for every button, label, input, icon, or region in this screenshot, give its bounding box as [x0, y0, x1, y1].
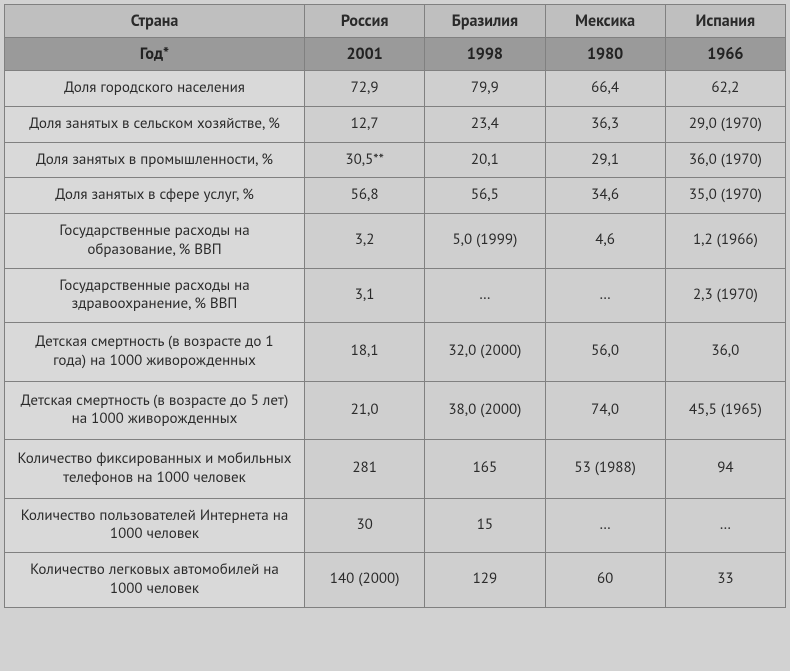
row-label: Детская смертность (в возрасте до 1 года… [5, 323, 305, 382]
row-value: 62,2 [665, 71, 785, 107]
row-label: Количество пользователей Интернета на 10… [5, 498, 305, 553]
row-value: 15 [425, 498, 545, 553]
table-container: Страна Россия Бразилия Мексика Испания Г… [0, 0, 790, 614]
row-value: 72,9 [305, 71, 425, 107]
row-value: 56,0 [545, 323, 665, 382]
row-value: 20,1 [425, 142, 545, 178]
row-value: 66,4 [545, 71, 665, 107]
row-value: … [545, 498, 665, 553]
row-value: 140 (2000) [305, 553, 425, 608]
row-value: 30 [305, 498, 425, 553]
row-value: 165 [425, 440, 545, 499]
year-brazil: 1998 [425, 38, 545, 71]
row-value: 36,0 [665, 323, 785, 382]
col-header-spain: Испания [665, 5, 785, 38]
row-value: 36,3 [545, 106, 665, 142]
row-value: 74,0 [545, 381, 665, 440]
table-row: Доля городского населения72,979,966,462,… [5, 71, 786, 107]
col-header-russia: Россия [305, 5, 425, 38]
row-value: … [425, 268, 545, 323]
row-value: … [545, 268, 665, 323]
col-header-country: Страна [5, 5, 305, 38]
row-value: 33 [665, 553, 785, 608]
row-value: 79,9 [425, 71, 545, 107]
row-value: 36,0 (1970) [665, 142, 785, 178]
table-row: Детская смертность (в возрасте до 5 лет)… [5, 381, 786, 440]
col-header-brazil: Бразилия [425, 5, 545, 38]
row-value: 94 [665, 440, 785, 499]
table-row: Количество легковых автомобилей на 1000 … [5, 553, 786, 608]
table-row: Доля занятых в промышленности, %30,5**20… [5, 142, 786, 178]
table-row: Количество фиксированных и мобильных тел… [5, 440, 786, 499]
row-value: 53 (1988) [545, 440, 665, 499]
row-value: 2,3 (1970) [665, 268, 785, 323]
row-label: Доля занятых в промышленности, % [5, 142, 305, 178]
row-label: Детская смертность (в возрасте до 5 лет)… [5, 381, 305, 440]
col-header-mexico: Мексика [545, 5, 665, 38]
row-value: 1,2 (1966) [665, 214, 785, 269]
row-label: Доля занятых в сфере услуг, % [5, 178, 305, 214]
header-row: Страна Россия Бразилия Мексика Испания [5, 5, 786, 38]
row-label: Количество легковых автомобилей на 1000 … [5, 553, 305, 608]
year-label: Год* [5, 38, 305, 71]
row-value: 21,0 [305, 381, 425, 440]
row-label: Государственные расходы на здравоохранен… [5, 268, 305, 323]
row-value: 4,6 [545, 214, 665, 269]
table-row: Количество пользователей Интернета на 10… [5, 498, 786, 553]
comparison-table: Страна Россия Бразилия Мексика Испания Г… [4, 4, 786, 608]
row-label: Доля городского населения [5, 71, 305, 107]
row-value: 5,0 (1999) [425, 214, 545, 269]
year-russia: 2001 [305, 38, 425, 71]
row-value: 129 [425, 553, 545, 608]
year-spain: 1966 [665, 38, 785, 71]
row-value: 34,6 [545, 178, 665, 214]
year-row: Год* 2001 1998 1980 1966 [5, 38, 786, 71]
row-value: 12,7 [305, 106, 425, 142]
table-row: Государственные расходы на здравоохранен… [5, 268, 786, 323]
year-mexico: 1980 [545, 38, 665, 71]
row-value: 3,2 [305, 214, 425, 269]
table-row: Доля занятых в сфере услуг, %56,856,534,… [5, 178, 786, 214]
row-value: 3,1 [305, 268, 425, 323]
row-label: Доля занятых в сельском хозяйстве, % [5, 106, 305, 142]
row-value: 60 [545, 553, 665, 608]
row-value: 32,0 (2000) [425, 323, 545, 382]
row-value: 23,4 [425, 106, 545, 142]
row-value: 29,0 (1970) [665, 106, 785, 142]
table-row: Доля занятых в сельском хозяйстве, %12,7… [5, 106, 786, 142]
table-row: Государственные расходы на образование, … [5, 214, 786, 269]
row-value: 35,0 (1970) [665, 178, 785, 214]
row-value: … [665, 498, 785, 553]
table-body: Доля городского населения72,979,966,462,… [5, 71, 786, 608]
row-value: 281 [305, 440, 425, 499]
row-value: 38,0 (2000) [425, 381, 545, 440]
row-label: Количество фиксированных и мобильных тел… [5, 440, 305, 499]
row-value: 45,5 (1965) [665, 381, 785, 440]
row-value: 56,5 [425, 178, 545, 214]
row-value: 56,8 [305, 178, 425, 214]
row-value: 30,5** [305, 142, 425, 178]
row-value: 18,1 [305, 323, 425, 382]
row-label: Государственные расходы на образование, … [5, 214, 305, 269]
row-value: 29,1 [545, 142, 665, 178]
table-row: Детская смертность (в возрасте до 1 года… [5, 323, 786, 382]
